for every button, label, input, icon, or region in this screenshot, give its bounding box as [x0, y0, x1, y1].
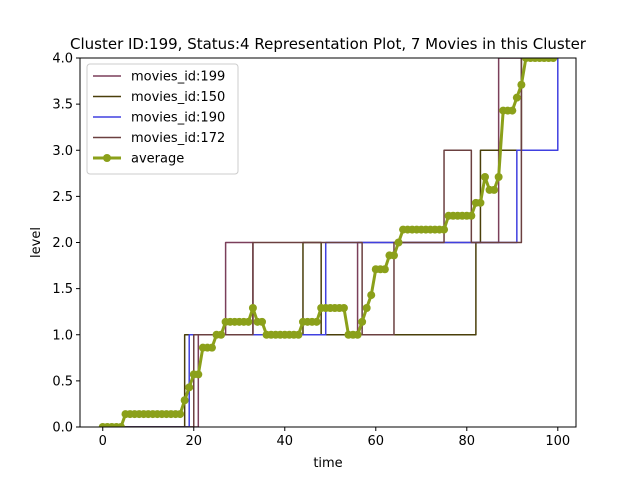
data-point	[549, 58, 558, 62]
x-axis: 0 20 40 60 80 100	[99, 427, 570, 449]
data-point	[207, 343, 216, 352]
data-point	[476, 198, 485, 207]
x-tick-label: 40	[276, 434, 293, 449]
legend-item: movies_id:190	[93, 111, 225, 126]
legend-label: movies_id:150	[131, 90, 225, 105]
data-point	[294, 330, 303, 339]
data-point	[339, 303, 348, 312]
y-tick-label: 0.0	[52, 421, 73, 436]
data-point	[185, 383, 194, 392]
data-point	[367, 291, 376, 300]
data-point	[180, 396, 189, 405]
data-point	[512, 93, 521, 102]
legend-frame	[86, 63, 239, 175]
data-point	[312, 317, 321, 326]
data-point	[380, 265, 389, 274]
y-axis-label: level	[29, 227, 44, 258]
data-point	[494, 173, 503, 182]
data-point	[467, 211, 476, 220]
legend-label: movies_id:190	[131, 111, 225, 126]
data-point	[394, 238, 403, 247]
data-point	[358, 317, 367, 326]
data-point	[116, 423, 125, 427]
y-tick-label: 4.0	[52, 52, 73, 67]
data-point	[194, 370, 203, 379]
y-tick-label: 3.0	[52, 144, 73, 159]
data-point	[362, 303, 371, 312]
legend-item: movies_id:199	[93, 70, 225, 85]
y-tick-label: 0.5	[52, 374, 73, 389]
data-point	[353, 330, 362, 339]
series-movies-id-172	[102, 58, 558, 427]
x-axis-label: time	[313, 456, 342, 471]
legend-marker	[103, 154, 111, 162]
series-line	[102, 58, 558, 427]
data-point	[389, 251, 398, 260]
y-tick-label: 2.5	[52, 190, 73, 205]
series-layer	[98, 58, 559, 427]
legend-item: movies_id:150	[93, 90, 225, 105]
legend-item: movies_id:172	[93, 131, 225, 146]
y-tick-label: 3.5	[52, 98, 73, 113]
legend: movies_id:199 movies_id:150 movies_id:190m…	[86, 63, 239, 175]
legend-item: average	[93, 152, 184, 167]
x-tick-label: 0	[99, 434, 107, 449]
data-point	[244, 317, 253, 326]
y-tick-label: 2.0	[52, 236, 73, 251]
data-point	[508, 106, 517, 115]
data-point	[517, 80, 526, 89]
x-tick-label: 80	[459, 434, 476, 449]
x-tick-label: 60	[368, 434, 385, 449]
legend-label: average	[131, 152, 184, 167]
data-point	[248, 303, 257, 312]
data-point	[490, 185, 499, 194]
data-point	[440, 225, 449, 234]
x-tick-label: 20	[185, 434, 202, 449]
data-point	[480, 173, 489, 182]
data-point	[217, 330, 226, 339]
y-tick-label: 1.0	[52, 328, 73, 343]
chart-title: Cluster ID:199, Status:4 Representation …	[70, 35, 587, 53]
y-tick-label: 1.5	[52, 282, 73, 297]
y-axis: 0.0 0.5 1.0 1.5 2.0 2.5 3.0 3.5 4.0	[52, 52, 80, 436]
data-point	[258, 317, 267, 326]
legend-label: movies_id:199	[131, 70, 225, 85]
data-point	[176, 410, 185, 419]
legend-label: movies_id:172	[131, 131, 225, 146]
x-tick-label: 100	[545, 434, 570, 449]
series-average	[98, 58, 558, 427]
